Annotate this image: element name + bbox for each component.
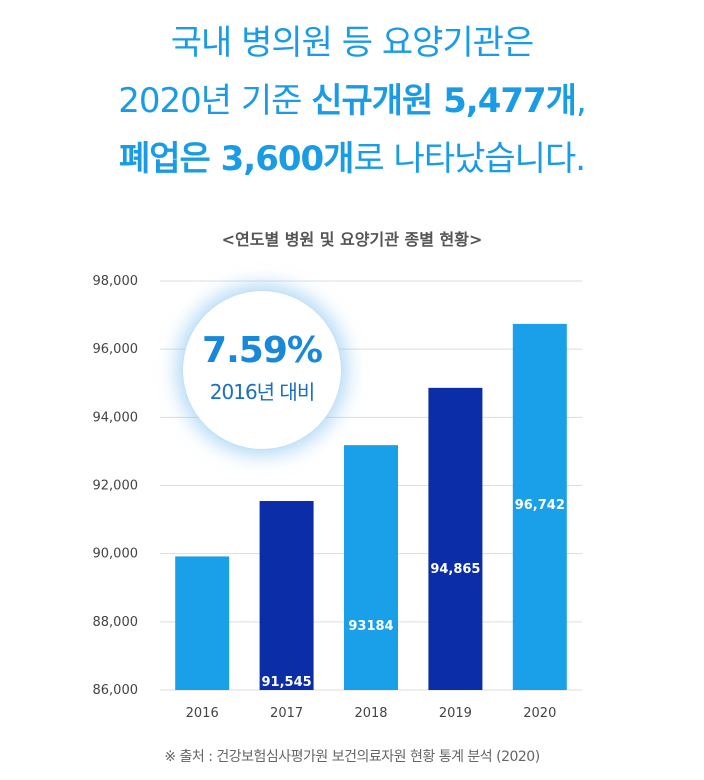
growth-badge: 7.59% 2016년 대비	[182, 290, 342, 450]
x-tick-label: 2016	[186, 706, 219, 721]
y-tick-label: 86,000	[93, 683, 139, 698]
bar	[259, 501, 314, 690]
bar-value-label: 94,865	[430, 562, 480, 577]
source-footnote: ※ 출처 : 건강보험심사평가원 보건의료자원 현황 통계 분석 (2020)	[164, 749, 540, 765]
y-tick-label: 96,000	[93, 342, 139, 357]
bar	[428, 387, 483, 690]
headline: 국내 병의원 등 요양기관은 2020년 기준 신규개원 5,477개, 폐업은…	[0, 14, 704, 188]
bar-value-label: 96,742	[515, 498, 565, 513]
bar-value-label: 89,919	[177, 730, 227, 745]
y-tick-label: 92,000	[93, 479, 139, 494]
headline-line-3-suffix: 로 나타났습니다.	[353, 139, 586, 179]
headline-line-3: 폐업은 3,600개로 나타났습니다.	[0, 130, 704, 188]
x-tick-label: 2019	[439, 706, 472, 721]
headline-line-2: 2020년 기준 신규개원 5,477개,	[0, 72, 704, 130]
headline-line-2-suffix: ,	[575, 81, 587, 121]
x-tick-label: 2020	[523, 706, 556, 721]
bar	[175, 556, 230, 690]
y-tick-label: 88,000	[93, 615, 139, 630]
headline-new-openings: 신규개원 5,477개	[311, 81, 577, 121]
x-tick-label: 2017	[270, 706, 303, 721]
bar	[512, 323, 567, 690]
x-tick-label: 2018	[354, 706, 387, 721]
headline-closures: 폐업은 3,600개	[118, 139, 355, 179]
bar-value-label: 91,545	[262, 675, 312, 690]
y-tick-label: 90,000	[93, 547, 139, 562]
headline-line-2-prefix: 2020년 기준	[118, 81, 312, 121]
y-tick-label: 94,000	[93, 410, 139, 425]
bar	[344, 445, 398, 690]
growth-percent: 7.59%	[202, 330, 323, 371]
growth-subtitle: 2016년 대비	[209, 380, 315, 404]
bar-value-label: 93184	[348, 619, 393, 634]
y-tick-label: 98,000	[93, 274, 139, 289]
chart-title: <연도별 병원 및 요양기관 종별 현황>	[221, 230, 483, 249]
headline-line-1: 국내 병의원 등 요양기관은	[170, 23, 535, 63]
